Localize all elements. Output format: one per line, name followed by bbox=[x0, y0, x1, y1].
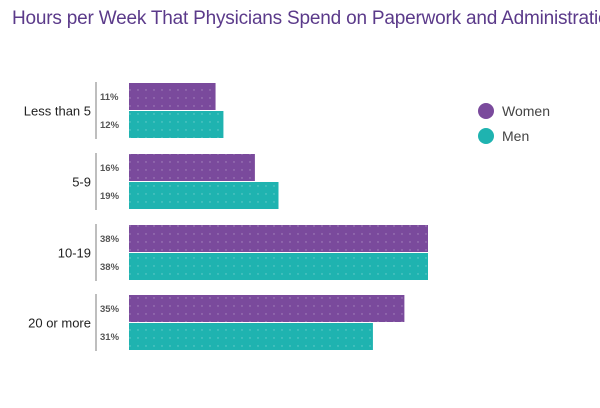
value-label: 35% bbox=[100, 304, 120, 315]
value-label: 38% bbox=[100, 234, 120, 245]
category-label: 20 or more bbox=[28, 316, 91, 331]
category-label: 10-19 bbox=[58, 246, 91, 261]
legend-label-women: Women bbox=[502, 103, 550, 119]
value-label: 11% bbox=[100, 92, 119, 103]
value-label: 19% bbox=[100, 191, 120, 202]
bar-texture bbox=[129, 83, 216, 110]
legend-marker-men bbox=[478, 128, 494, 144]
bar-texture bbox=[129, 111, 224, 138]
value-label: 16% bbox=[100, 163, 120, 174]
bar-texture bbox=[129, 253, 428, 280]
legend: Women Men bbox=[478, 103, 550, 144]
legend-marker-women bbox=[478, 103, 494, 119]
bar-texture bbox=[129, 323, 373, 350]
category-label: Less than 5 bbox=[24, 104, 91, 119]
value-label: 38% bbox=[100, 262, 120, 273]
bars-layer: Less than 5 11% 12% 5-9 16% 19% 10-19 38% 38% 20 … bbox=[24, 82, 428, 351]
bar-texture bbox=[129, 295, 405, 322]
bar-texture bbox=[129, 182, 279, 209]
bar-texture bbox=[129, 154, 255, 181]
bar-texture bbox=[129, 225, 428, 252]
value-label: 12% bbox=[100, 120, 120, 131]
chart-title: Hours per Week That Physicians Spend on … bbox=[12, 8, 600, 29]
legend-label-men: Men bbox=[502, 128, 529, 144]
category-label: 5-9 bbox=[72, 175, 91, 190]
value-label: 31% bbox=[100, 332, 120, 343]
